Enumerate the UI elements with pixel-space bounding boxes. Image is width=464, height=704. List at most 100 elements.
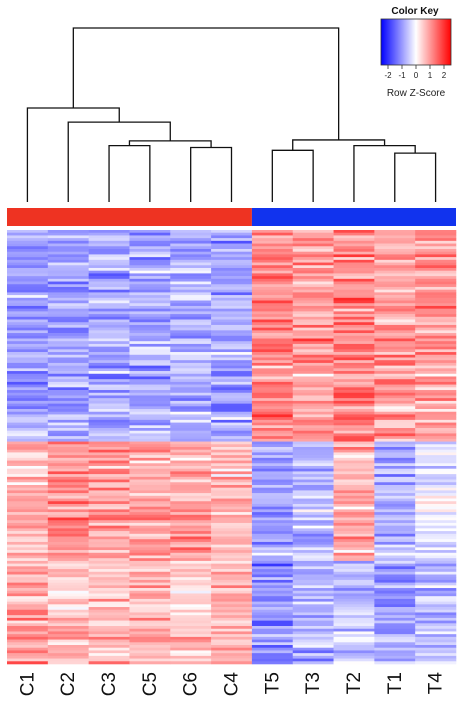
heatmap-cell — [170, 276, 212, 280]
column-dendrogram — [26, 27, 437, 202]
heatmap-cell — [88, 642, 130, 646]
heatmap-cell — [170, 642, 212, 646]
heatmap-cell — [251, 376, 294, 380]
heatmap-cell — [333, 425, 375, 429]
heatmap-cell — [129, 248, 171, 252]
heatmap-cell — [211, 230, 253, 234]
heatmap-cell — [333, 392, 375, 396]
heatmap-cell — [47, 430, 89, 434]
heatmap-cell — [251, 273, 294, 277]
heatmap-cell — [374, 631, 416, 635]
heatmap-cell — [333, 267, 375, 271]
heatmap-cell — [47, 438, 89, 442]
heatmap-cell — [292, 588, 334, 592]
heatmap-cell — [170, 248, 212, 252]
heatmap-cell — [170, 400, 212, 404]
heatmap-cell — [47, 381, 89, 385]
heatmap-cell — [292, 539, 334, 543]
heatmap-cell — [170, 230, 212, 234]
heatmap-cell — [129, 246, 171, 250]
heatmap-cell — [292, 522, 334, 526]
heatmap-cell — [374, 503, 416, 507]
heatmap-cell — [374, 593, 416, 597]
heatmap-cell — [292, 230, 334, 234]
heatmap-cell — [211, 465, 253, 469]
heatmap-cell — [292, 604, 334, 608]
heatmap-cell — [88, 447, 130, 451]
heatmap-cell — [170, 441, 212, 445]
heatmap-cell — [374, 295, 416, 299]
heatmap-cell — [374, 569, 416, 573]
heatmap-cell — [374, 243, 416, 247]
heatmap-cell — [415, 240, 457, 244]
heatmap-cell — [211, 495, 253, 499]
heatmap-cell — [251, 360, 294, 364]
dendrogram-branch — [271, 149, 314, 202]
heatmap-cell — [47, 289, 89, 293]
heatmap-cell — [374, 238, 416, 242]
heatmap-cell — [7, 460, 49, 464]
heatmap-cell — [292, 612, 334, 616]
heatmap-cell — [211, 509, 253, 513]
heatmap-cell — [88, 647, 130, 651]
heatmap-cell — [211, 387, 253, 391]
heatmap-cell — [7, 281, 49, 285]
heatmap-cell — [251, 265, 294, 269]
heatmap-cell — [88, 360, 130, 364]
heatmap-cell — [211, 574, 253, 578]
heatmap-cell — [170, 593, 212, 597]
heatmap-cell — [415, 541, 457, 545]
heatmap-cell — [333, 596, 375, 600]
heatmap-cell — [170, 371, 212, 375]
heatmap-cell — [7, 598, 49, 602]
heatmap-cell — [374, 365, 416, 369]
heatmap-cell — [47, 278, 89, 282]
heatmap-cell — [415, 373, 457, 377]
heatmap-cell — [7, 539, 49, 543]
heatmap-cell — [7, 474, 49, 478]
heatmap-cell — [415, 433, 457, 437]
heatmap-cell — [47, 528, 89, 532]
heatmap-cell — [292, 506, 334, 510]
heatmap-cell — [170, 604, 212, 608]
heatmap-cell — [170, 319, 212, 323]
heatmap-cell — [415, 547, 457, 551]
heatmap-cell — [170, 292, 212, 296]
heatmap-cell — [129, 509, 171, 513]
heatmap-cell — [374, 528, 416, 532]
heatmap-cell — [292, 346, 334, 350]
heatmap-cell — [374, 484, 416, 488]
heatmap-cell — [211, 571, 253, 575]
heatmap-cell — [88, 645, 130, 649]
heatmap-cell — [129, 645, 171, 649]
heatmap-cell — [129, 295, 171, 299]
heatmap-cell — [415, 392, 457, 396]
heatmap-cell — [251, 262, 294, 266]
heatmap-cell — [129, 365, 171, 369]
group-color-bar — [7, 208, 456, 226]
heatmap-cell — [251, 422, 294, 426]
heatmap-cell — [251, 373, 294, 377]
heatmap-cell — [374, 352, 416, 356]
heatmap-cell — [292, 447, 334, 451]
heatmap-cell — [211, 626, 253, 630]
heatmap-cell — [7, 425, 49, 429]
heatmap-cell — [211, 392, 253, 396]
heatmap-cell — [333, 441, 375, 445]
heatmap-cell — [47, 324, 89, 328]
heatmap-cell — [292, 270, 334, 274]
heatmap-cell — [7, 308, 49, 312]
heatmap-cell — [129, 232, 171, 236]
column-label-c1: C1 — [17, 672, 38, 696]
heatmap-cell — [415, 455, 457, 459]
heatmap-cell — [374, 265, 416, 269]
heatmap-cell — [415, 349, 457, 353]
heatmap-cell — [88, 417, 130, 421]
heatmap-cell — [374, 522, 416, 526]
heatmap-cell — [170, 281, 212, 285]
heatmap-cell — [129, 476, 171, 480]
heatmap-cell — [333, 563, 375, 567]
heatmap-cell — [211, 281, 253, 285]
heatmap-cell — [292, 536, 334, 540]
heatmap-cell — [374, 661, 416, 665]
